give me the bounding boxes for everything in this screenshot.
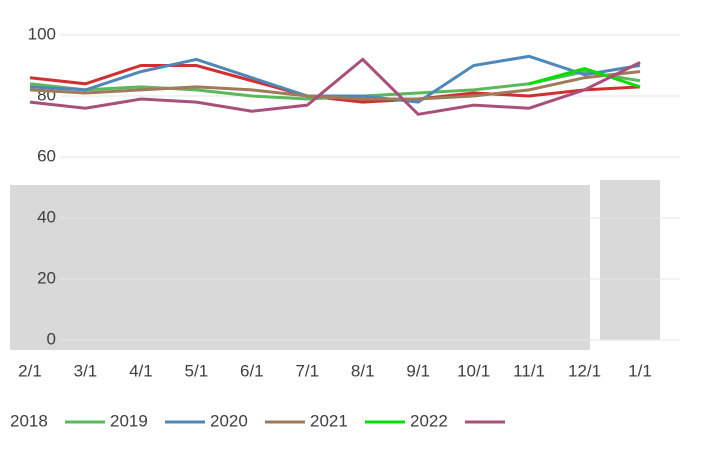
series-line — [528, 66, 641, 89]
legend-label: 2019 — [110, 411, 148, 430]
legend-label: 2022 — [410, 411, 448, 430]
x-tick-label: 11/1 — [513, 361, 545, 380]
x-tick-label: 6/1 — [240, 361, 264, 380]
y-tick-label: 0 — [47, 329, 56, 348]
x-tick-label: 10/1 — [457, 361, 490, 380]
y-tick-label: 100 — [28, 24, 56, 43]
series-line — [29, 70, 641, 101]
x-tick-label: 7/1 — [295, 361, 319, 380]
series-line — [29, 64, 641, 104]
legend-label: 2021 — [310, 411, 348, 430]
x-tick-label: 3/1 — [74, 361, 98, 380]
x-tick-label: 1/1 — [628, 361, 652, 380]
y-tick-label: 60 — [37, 146, 56, 165]
x-tick-label: 8/1 — [351, 361, 375, 380]
series-line — [29, 54, 641, 104]
x-tick-label: 12/1 — [568, 361, 601, 380]
y-tick-label: 40 — [37, 207, 56, 226]
legend-label: 2020 — [210, 411, 248, 430]
y-tick-label: 20 — [37, 268, 56, 287]
glitch-area — [600, 180, 660, 340]
x-tick-label: 9/1 — [406, 361, 430, 380]
x-tick-label: 4/1 — [129, 361, 153, 380]
series-line — [29, 57, 641, 116]
legend-label: 2018 — [10, 411, 48, 430]
x-tick-label: 5/1 — [185, 361, 209, 380]
glitch-area — [10, 185, 590, 350]
x-tick-label: 2/1 — [18, 361, 42, 380]
